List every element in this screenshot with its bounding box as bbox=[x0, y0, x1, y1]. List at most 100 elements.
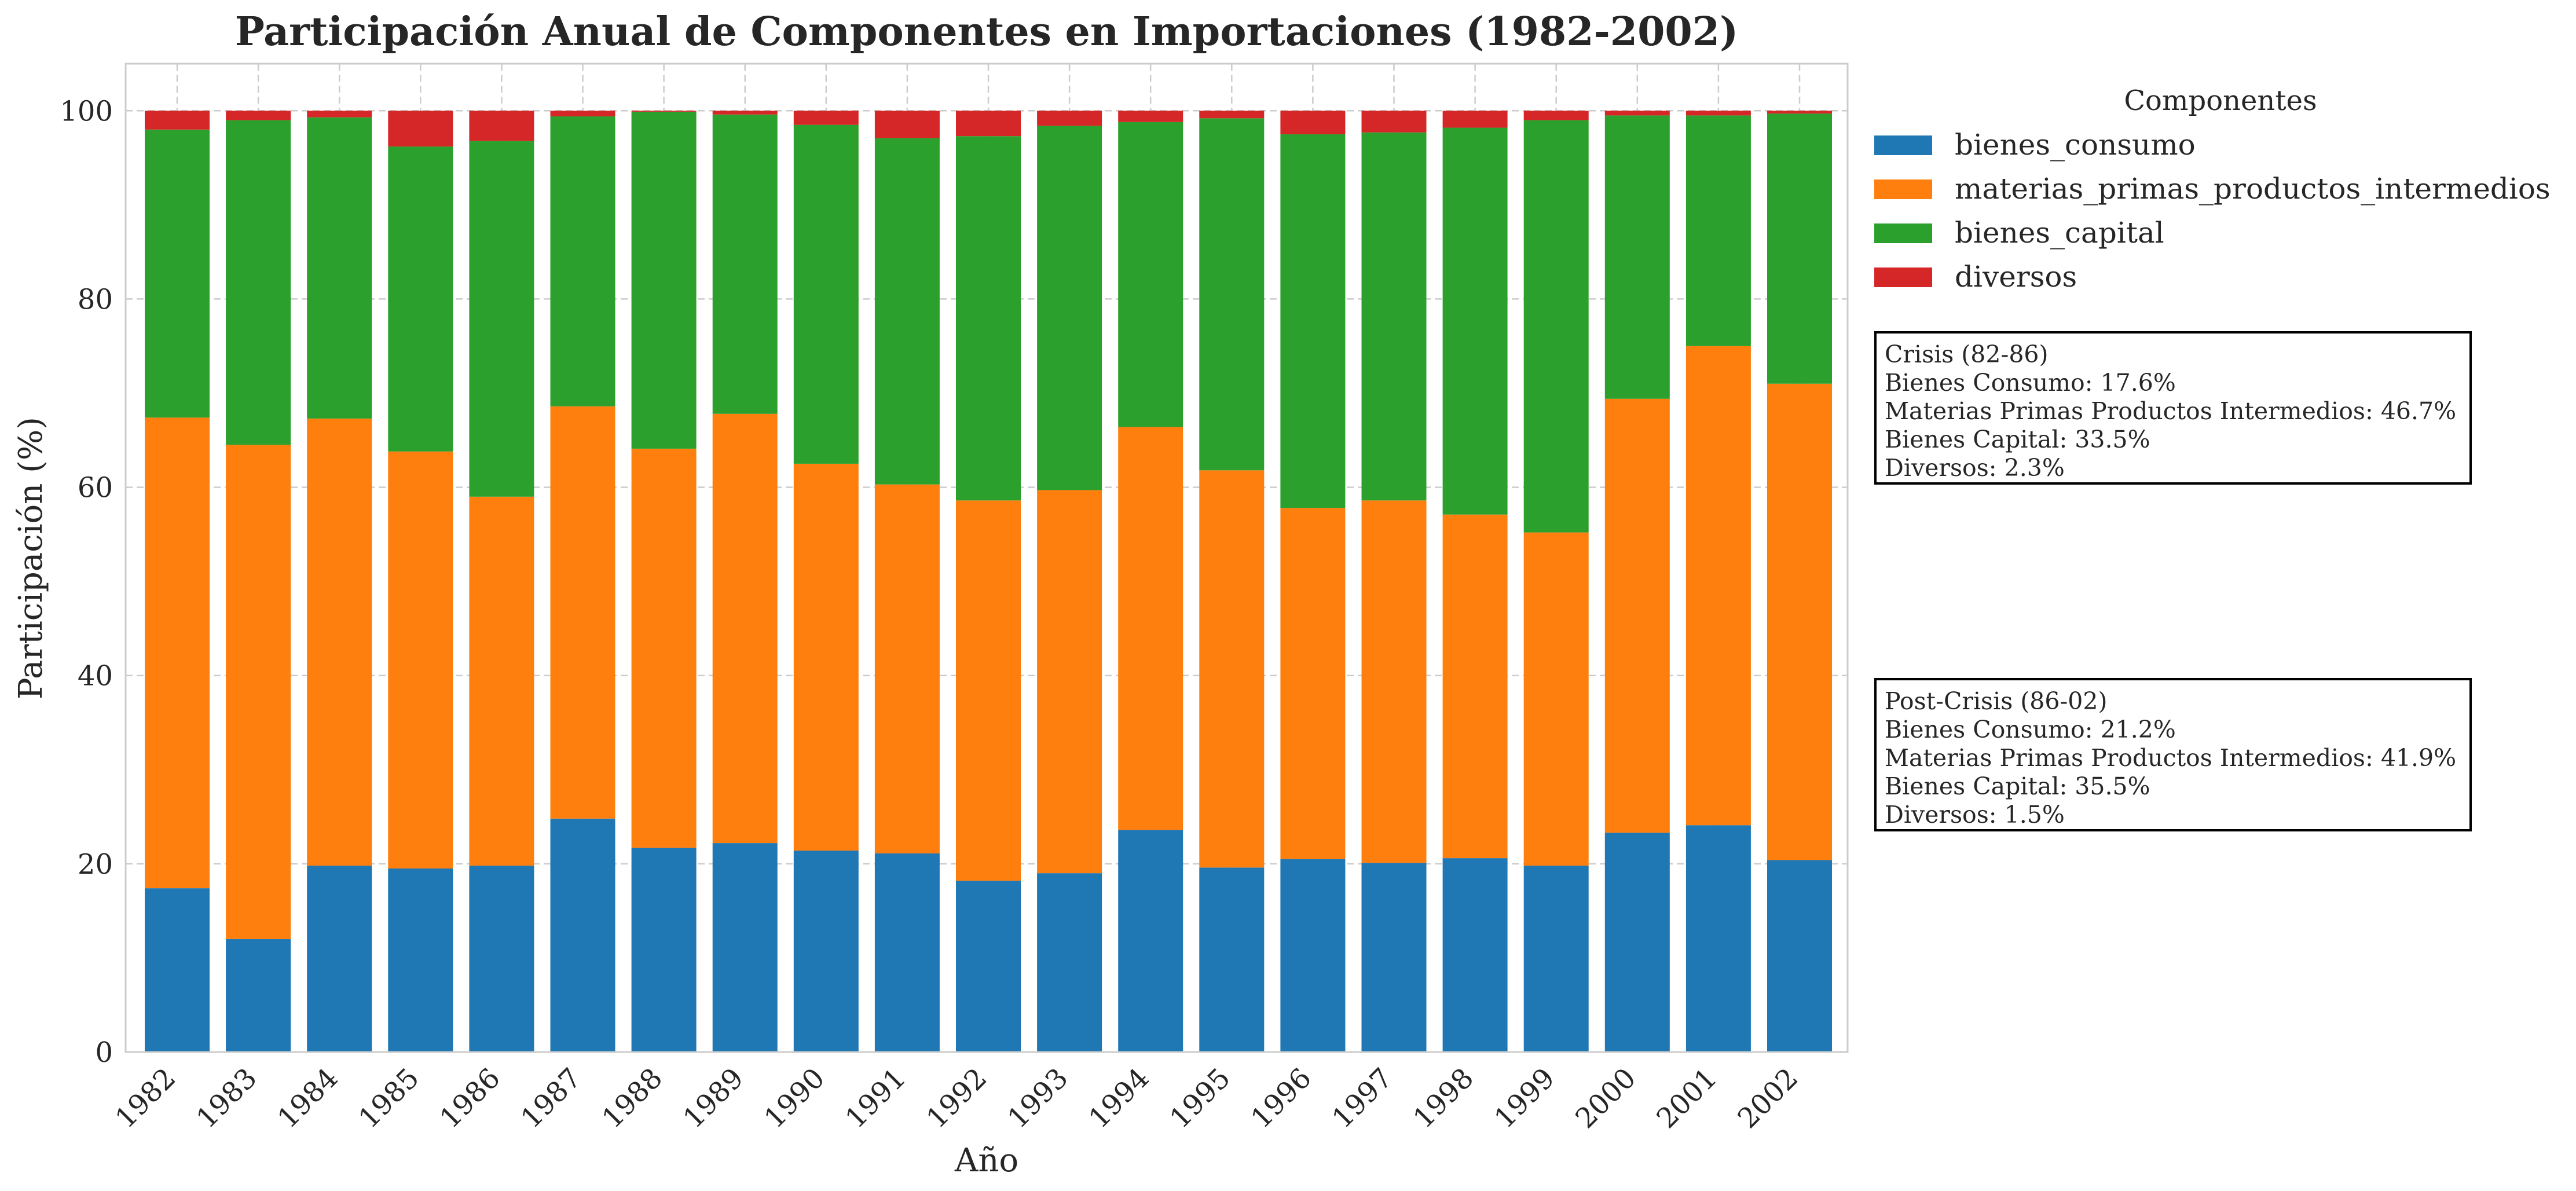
bar-materias_primas_productos_intermedios-1995 bbox=[1199, 470, 1265, 868]
bar-diversos-1986 bbox=[469, 111, 534, 141]
legend-label-diversos: diversos bbox=[1955, 260, 2077, 294]
bar-diversos-1984 bbox=[307, 111, 372, 118]
bar-bienes_consumo-1984 bbox=[307, 866, 372, 1052]
bar-diversos-1996 bbox=[1280, 111, 1346, 134]
x-tick-label: 2002 bbox=[1732, 1062, 1805, 1135]
bar-materias_primas_productos_intermedios-1987 bbox=[550, 406, 615, 819]
legend-swatch-materias_primas_productos_intermedios bbox=[1874, 179, 1932, 199]
bar-diversos-1982 bbox=[145, 111, 210, 130]
bar-materias_primas_productos_intermedios-1982 bbox=[145, 417, 210, 889]
bar-bienes_consumo-1986 bbox=[469, 866, 534, 1052]
x-tick-labels: 1982 1983 1984 1985 1986 1987 1988 1989 1990 1991… bbox=[109, 1062, 1805, 1135]
bar-bienes_capital-1984 bbox=[307, 117, 372, 419]
x-axis-label: Año bbox=[954, 1142, 1018, 1179]
x-tick-label: 1983 bbox=[190, 1062, 263, 1135]
bar-bienes_capital-1985 bbox=[388, 146, 453, 452]
annotation-line: Materias Primas Productos Intermedios: 4… bbox=[1885, 744, 2457, 772]
x-tick-label: 1982 bbox=[109, 1062, 182, 1135]
x-tick-label: 1998 bbox=[1407, 1062, 1480, 1135]
bar-materias_primas_productos_intermedios-1985 bbox=[388, 451, 453, 868]
bar-materias_primas_productos_intermedios-1989 bbox=[712, 413, 778, 844]
bar-bienes_consumo-1988 bbox=[631, 848, 697, 1052]
bars bbox=[145, 111, 1832, 1052]
bar-bienes_capital-1992 bbox=[956, 136, 1021, 501]
annotation-line: Bienes Consumo: 17.6% bbox=[1885, 369, 2176, 397]
annotation-line: Bienes Capital: 35.5% bbox=[1885, 772, 2150, 800]
bar-bienes_consumo-1991 bbox=[874, 853, 940, 1052]
bar-materias_primas_productos_intermedios-2000 bbox=[1604, 398, 1670, 833]
bar-materias_primas_productos_intermedios-1994 bbox=[1118, 427, 1183, 830]
x-tick-label: 1999 bbox=[1488, 1062, 1561, 1135]
bar-bienes_capital-1986 bbox=[469, 141, 534, 497]
chart-title: Participación Anual de Componentes en Im… bbox=[235, 9, 1738, 55]
plot-frame bbox=[124, 63, 1849, 1053]
bar-bienes_consumo-1993 bbox=[1037, 873, 1102, 1052]
bar-bienes_consumo-1992 bbox=[956, 881, 1021, 1052]
bar-diversos-1994 bbox=[1118, 111, 1183, 122]
annotation-line: Diversos: 2.3% bbox=[1885, 454, 2065, 482]
bar-diversos-1983 bbox=[226, 111, 291, 120]
bar-bienes_consumo-2000 bbox=[1604, 833, 1670, 1052]
x-tick-label: 1986 bbox=[434, 1062, 507, 1135]
annotation-crisis: Crisis (82-86) Bienes Consumo: 17.6% Mat… bbox=[1874, 331, 2472, 485]
bar-diversos-2001 bbox=[1685, 111, 1751, 116]
bar-materias_primas_productos_intermedios-1990 bbox=[793, 463, 859, 851]
bar-diversos-1992 bbox=[956, 111, 1021, 137]
x-tick-label: 1987 bbox=[515, 1062, 588, 1135]
bar-materias_primas_productos_intermedios-1983 bbox=[226, 445, 291, 939]
bar-bienes_consumo-1999 bbox=[1523, 866, 1589, 1052]
x-tick-label: 1996 bbox=[1245, 1062, 1318, 1135]
bar-bienes_capital-1982 bbox=[145, 129, 210, 418]
bar-materias_primas_productos_intermedios-1999 bbox=[1523, 532, 1589, 866]
x-tick-label: 1994 bbox=[1083, 1062, 1156, 1135]
x-tick-label: 1989 bbox=[677, 1062, 750, 1135]
bar-bienes_consumo-1997 bbox=[1361, 863, 1427, 1052]
bar-bienes_capital-1987 bbox=[550, 116, 615, 406]
annotation-line: Crisis (82-86) bbox=[1885, 340, 2049, 368]
bar-diversos-2002 bbox=[1767, 111, 1832, 114]
legend-swatch-bienes_capital bbox=[1874, 223, 1932, 243]
bar-materias_primas_productos_intermedios-1991 bbox=[874, 484, 940, 853]
bar-bienes_consumo-1990 bbox=[793, 851, 859, 1052]
bar-materias_primas_productos_intermedios-1993 bbox=[1037, 490, 1102, 874]
x-tick-label: 1990 bbox=[758, 1062, 831, 1135]
y-tick-label: 40 bbox=[78, 660, 113, 692]
bar-bienes_capital-1996 bbox=[1280, 134, 1346, 508]
x-tick-label: 1988 bbox=[596, 1062, 669, 1135]
bar-bienes_capital-1991 bbox=[874, 138, 940, 485]
x-tick-label: 1993 bbox=[1002, 1062, 1075, 1135]
annotation-line: Bienes Consumo: 21.2% bbox=[1885, 716, 2176, 743]
bar-bienes_consumo-2002 bbox=[1767, 860, 1832, 1052]
bar-bienes_consumo-1985 bbox=[388, 868, 453, 1052]
y-tick-labels: 0 20 40 60 80 100 bbox=[60, 95, 113, 1069]
bar-diversos-1987 bbox=[550, 111, 615, 117]
legend-swatch-diversos bbox=[1874, 267, 1932, 287]
y-axis-label: Participación (%) bbox=[12, 417, 50, 699]
bar-bienes_consumo-1995 bbox=[1199, 867, 1265, 1052]
bar-bienes_capital-1995 bbox=[1199, 118, 1265, 471]
bar-bienes_capital-1993 bbox=[1037, 126, 1102, 490]
x-tick-label: 1995 bbox=[1164, 1062, 1237, 1135]
bar-materias_primas_productos_intermedios-1998 bbox=[1442, 514, 1508, 859]
bar-bienes_capital-1999 bbox=[1523, 120, 1589, 533]
x-tick-label: 2000 bbox=[1569, 1062, 1642, 1135]
annotation-line: Materias Primas Productos Intermedios: 4… bbox=[1885, 397, 2457, 425]
bar-bienes_consumo-1987 bbox=[550, 818, 615, 1052]
bar-bienes_capital-1994 bbox=[1118, 122, 1183, 427]
bar-materias_primas_productos_intermedios-1996 bbox=[1280, 508, 1346, 859]
bar-bienes_consumo-2001 bbox=[1685, 825, 1751, 1052]
bar-diversos-1993 bbox=[1037, 111, 1102, 126]
bar-diversos-1988 bbox=[631, 111, 697, 112]
bar-diversos-1997 bbox=[1361, 111, 1427, 133]
bar-diversos-1985 bbox=[388, 111, 453, 147]
bar-bienes_consumo-1983 bbox=[226, 939, 291, 1052]
bar-bienes_consumo-1994 bbox=[1118, 830, 1183, 1052]
bar-diversos-1998 bbox=[1442, 111, 1508, 128]
annotation-line: Diversos: 1.5% bbox=[1885, 801, 2065, 829]
bar-bienes_capital-2000 bbox=[1604, 115, 1670, 399]
bar-bienes_consumo-1982 bbox=[145, 888, 210, 1052]
bar-bienes_capital-1990 bbox=[793, 124, 859, 464]
legend-title: Componentes bbox=[2124, 85, 2317, 117]
